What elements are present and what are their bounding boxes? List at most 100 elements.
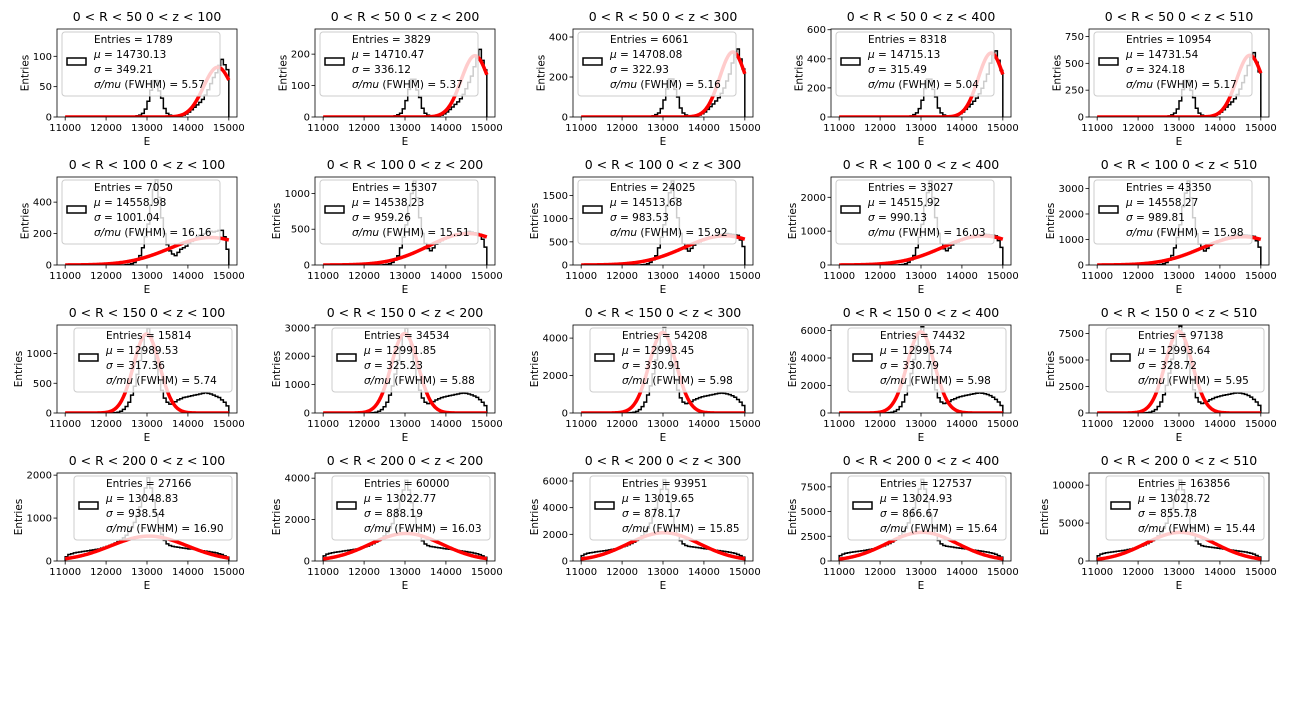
x-tick-label: 11000 (565, 123, 597, 134)
legend-box (61, 31, 221, 97)
y-tick-label: 0 (1078, 409, 1084, 420)
x-tick-label: 13000 (389, 419, 421, 430)
y-tick-label: 0 (820, 261, 826, 272)
legend-resolution: σ/mu (FWHM) = 15.64 (880, 523, 998, 535)
chart-title: 0 < R < 200 0 < z < 400 (843, 453, 1000, 468)
y-tick-label: 0 (1078, 261, 1084, 272)
y-axis-label: Entries (1039, 499, 1051, 536)
legend-sigma: σ = 888.19 (364, 508, 423, 520)
y-tick-label: 4000 (801, 354, 826, 365)
x-tick-label: 15000 (1245, 123, 1277, 134)
legend-sigma: σ = 317.36 (106, 360, 165, 372)
x-tick-label: 12000 (90, 567, 122, 578)
y-tick-label: 500 (33, 379, 52, 390)
legend-entries: Entries = 15307 (352, 182, 437, 194)
legend: Entries = 15307 μ = 14538.23 σ = 959.26 σ/m… (319, 179, 479, 245)
x-tick-label: 11000 (49, 271, 81, 282)
x-tick-label: 13000 (131, 419, 163, 430)
legend: Entries = 24025 μ = 14513.68 σ = 983.53 σ/m… (577, 179, 737, 245)
legend-entries: Entries = 43350 (1126, 182, 1211, 194)
x-tick-label: 12000 (606, 567, 638, 578)
y-tick-label: 2000 (285, 515, 310, 526)
x-tick-label: 14000 (430, 271, 462, 282)
legend-sigma: σ = 315.49 (868, 64, 927, 76)
chart-title: 0 < R < 150 0 < z < 510 (1101, 305, 1258, 320)
legend-handle (324, 205, 345, 214)
legend-resolution: σ/mu (FWHM) = 5.98 (880, 375, 991, 387)
chart-title: 0 < R < 150 0 < z < 100 (69, 305, 226, 320)
legend-handle (336, 501, 357, 510)
y-tick-label: 2000 (801, 381, 826, 392)
legend-box (577, 179, 737, 245)
legend-mu: μ = 14558.27 (1125, 197, 1198, 209)
x-tick-label: 11000 (1081, 567, 1113, 578)
chart-panel: 0 < R < 100 0 < z < 400 11000 12000 13000 14… (787, 157, 1019, 296)
x-axis-label: E (918, 136, 925, 148)
y-tick-label: 6000 (543, 477, 568, 488)
legend-resolution: σ/mu (FWHM) = 5.88 (364, 375, 475, 387)
legend-sigma: σ = 322.93 (610, 64, 669, 76)
y-tick-label: 0 (46, 409, 52, 420)
x-tick-label: 15000 (1245, 419, 1277, 430)
legend: Entries = 97138 μ = 12993.64 σ = 328.72 σ/m… (1105, 327, 1265, 393)
legend-box (577, 31, 737, 97)
legend-resolution: σ/mu (FWHM) = 16.16 (94, 227, 212, 239)
x-axis-label: E (144, 284, 151, 296)
y-tick-label: 0 (46, 113, 52, 124)
legend-handle (582, 205, 603, 214)
y-tick-label: 0 (304, 113, 310, 124)
x-tick-label: 14000 (688, 419, 720, 430)
x-axis-label: E (918, 432, 925, 444)
legend-resolution: σ/mu (FWHM) = 5.95 (1138, 375, 1249, 387)
chart-panel: 0 < R < 100 0 < z < 510 11000 12000 13000 14… (1045, 157, 1277, 296)
x-tick-label: 14000 (172, 271, 204, 282)
x-tick-label: 11000 (565, 419, 597, 430)
x-tick-label: 12000 (864, 123, 896, 134)
x-axis-label: E (660, 580, 667, 592)
legend-handle (78, 501, 99, 510)
y-tick-label: 0 (1078, 113, 1084, 124)
x-tick-label: 13000 (647, 123, 679, 134)
legend-box (1105, 475, 1265, 541)
chart-panel: 0 < R < 50 0 < z < 200 11000 12000 13000 140… (277, 9, 502, 148)
y-axis-label: Entries (1051, 55, 1063, 92)
legend: Entries = 54208 μ = 12993.45 σ = 330.91 σ/m… (589, 327, 749, 393)
x-tick-label: 12000 (1122, 567, 1154, 578)
x-axis-label: E (1176, 432, 1183, 444)
y-tick-label: 2500 (1059, 382, 1084, 393)
x-tick-label: 15000 (471, 567, 503, 578)
y-tick-label: 500 (549, 237, 568, 248)
legend-handle (1110, 353, 1131, 362)
legend-handle (840, 205, 861, 214)
y-tick-label: 0 (820, 113, 826, 124)
legend-mu: μ = 13024.93 (879, 493, 952, 505)
y-tick-label: 5000 (1059, 519, 1084, 530)
y-axis-label: Entries (13, 351, 25, 388)
y-tick-label: 500 (1065, 59, 1084, 70)
x-axis-label: E (918, 284, 925, 296)
x-tick-label: 12000 (1122, 271, 1154, 282)
legend-entries: Entries = 127537 (880, 478, 972, 490)
legend-mu: μ = 13022.77 (363, 493, 436, 505)
x-tick-label: 15000 (213, 271, 245, 282)
legend-box (835, 31, 995, 97)
chart-panel: 0 < R < 150 0 < z < 200 11000 12000 13000 14… (271, 305, 503, 444)
chart-title: 0 < R < 150 0 < z < 200 (327, 305, 484, 320)
x-tick-label: 14000 (430, 567, 462, 578)
legend-handle (66, 57, 87, 66)
y-tick-label: 1000 (27, 514, 52, 525)
x-tick-label: 13000 (905, 271, 937, 282)
legend-sigma: σ = 349.21 (94, 64, 153, 76)
legend-resolution: σ/mu (FWHM) = 16.03 (868, 227, 986, 239)
x-tick-label: 13000 (647, 419, 679, 430)
legend-mu: μ = 14730.13 (93, 49, 166, 61)
x-tick-label: 11000 (49, 123, 81, 134)
x-axis-label: E (1176, 580, 1183, 592)
legend-mu: μ = 13019.65 (621, 493, 694, 505)
legend-mu: μ = 14538.23 (351, 197, 424, 209)
legend-entries: Entries = 34534 (364, 330, 450, 342)
y-tick-label: 7500 (801, 482, 826, 493)
chart-title: 0 < R < 200 0 < z < 300 (585, 453, 742, 468)
legend-handle (852, 501, 873, 510)
x-tick-label: 13000 (1163, 419, 1195, 430)
